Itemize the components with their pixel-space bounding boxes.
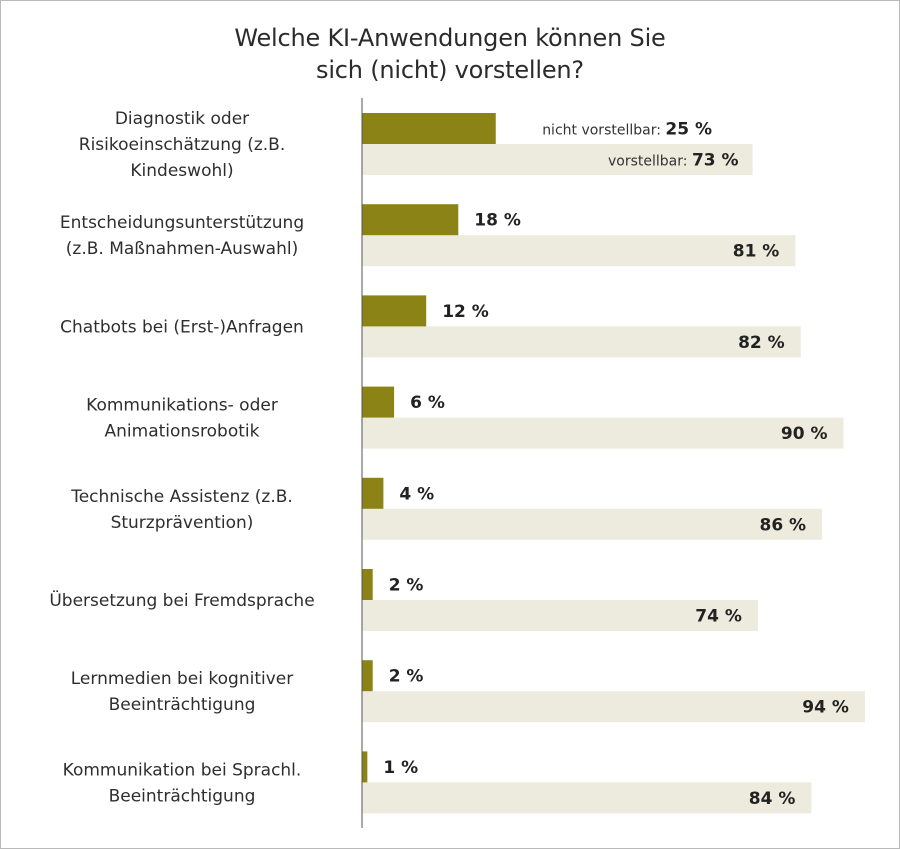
bar-vorstellbar-4 [362, 508, 823, 540]
bar-nicht-vorstellbar-0 [362, 113, 496, 144]
value-label-nicht-vorstellbar-1: 18 % [474, 211, 521, 231]
chart-title-line-2: sich (nicht) vorstellen? [316, 56, 584, 84]
value-label-nicht-vorstellbar-0: nicht vorstellbar: 25 % [542, 120, 712, 140]
bar-vorstellbar-7 [362, 782, 812, 814]
bar-vorstellbar-0 [362, 144, 753, 175]
bar-nicht-vorstellbar-3 [362, 386, 395, 418]
legend-prefix-vorstellbar: vorstellbar: [608, 154, 692, 170]
bar-nicht-vorstellbar-7 [362, 751, 368, 783]
chart-title-line-1: Welche KI-Anwendungen können Sie [234, 24, 666, 52]
value-label-nicht-vorstellbar-2: 12 % [442, 302, 489, 322]
bar-vorstellbar-3 [362, 417, 844, 449]
value-label-vorstellbar-0: vorstellbar: 73 % [608, 151, 739, 171]
bar-nicht-vorstellbar-2 [362, 295, 427, 327]
category-label-2: Chatbots bei (Erst-)Anfragen [60, 317, 304, 337]
bar-nicht-vorstellbar-5 [362, 569, 373, 600]
bar-vorstellbar-1 [362, 235, 796, 267]
category-label-0: Diagnostik oder Risikoeinschätzung (z.B. K… [79, 109, 285, 181]
category-label-3: Kommunikations- oder Animationsrobotik [86, 396, 278, 442]
bar-nicht-vorstellbar-1 [362, 204, 459, 236]
category-label-5: Übersetzung bei Fremdsprache [49, 589, 314, 611]
value-label-nicht-vorstellbar-4: 4 % [399, 484, 434, 504]
value-label-vorstellbar-4: 86 % [759, 515, 806, 535]
value-label-nicht-vorstellbar-7: 1 % [383, 758, 418, 778]
bar-vorstellbar-5 [362, 600, 758, 631]
bar-nicht-vorstellbar-4 [362, 477, 384, 509]
bar-vorstellbar-2 [362, 326, 801, 358]
legend-prefix-nicht-vorstellbar: nicht vorstellbar: [542, 123, 665, 139]
value-label-vorstellbar-2: 82 % [738, 333, 785, 353]
category-label-6: Lernmedien bei kognitiver Beeinträchtigun… [71, 669, 293, 715]
category-label-7: Kommunikation bei Sprachl. Beeinträchtigu… [63, 760, 302, 806]
value-label-nicht-vorstellbar-5: 2 % [389, 576, 424, 596]
value-label-vorstellbar-7: 84 % [749, 789, 796, 809]
value-label-vorstellbar-5: 74 % [695, 607, 742, 627]
bar-nicht-vorstellbar-6 [362, 660, 373, 692]
bar-vorstellbar-6 [362, 691, 865, 723]
value-label-nicht-vorstellbar-6: 2 % [389, 667, 424, 687]
category-label-4: Technische Assistenz (z.B. Sturzpräventio… [70, 487, 293, 533]
chart-title: Welche KI-Anwendungen können Sie sich (n… [0, 22, 900, 86]
value-label-nicht-vorstellbar-3: 6 % [410, 393, 445, 413]
value-label-vorstellbar-3: 90 % [781, 424, 828, 444]
value-label-vorstellbar-1: 81 % [733, 242, 780, 262]
category-label-1: Entscheidungsunterstützung (z.B. Maßnahme… [60, 213, 304, 259]
value-label-vorstellbar-6: 94 % [802, 698, 849, 718]
